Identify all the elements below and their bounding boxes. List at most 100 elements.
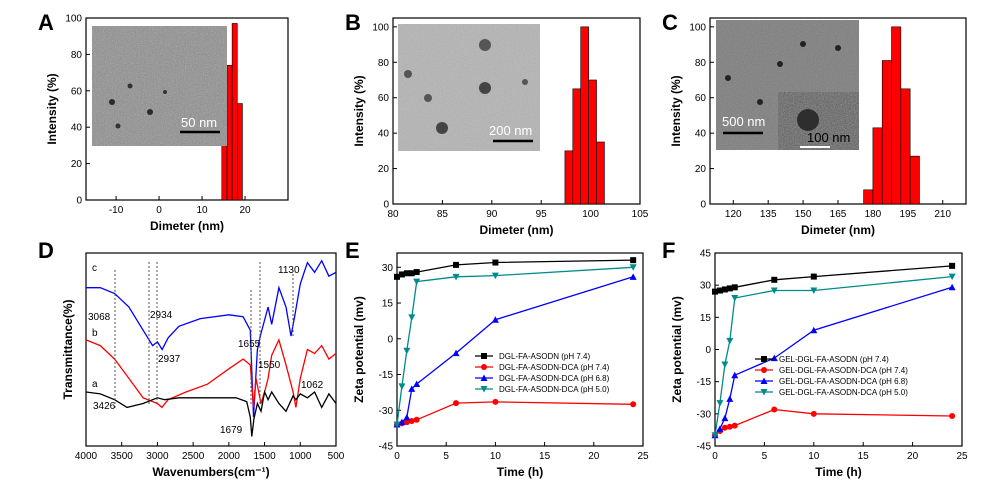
y-axis-label-b: Intensity (%) bbox=[352, 75, 366, 146]
data-point-e bbox=[629, 264, 637, 271]
x-tick-label-a: 10 bbox=[196, 205, 208, 216]
data-point-f bbox=[731, 295, 739, 302]
data-point-e bbox=[403, 347, 411, 355]
data-point-e bbox=[481, 364, 487, 370]
x-tick-label-b: 95 bbox=[536, 209, 548, 220]
y-tick-label-e: 0 bbox=[387, 334, 393, 345]
data-point-f bbox=[810, 326, 818, 334]
plot-frame-e bbox=[396, 252, 644, 447]
panel-e: E 0 5 10 15 20 25 -45 -30 -15 0 15 30 Time (h) Zeta p… bbox=[345, 238, 649, 479]
x-axis-label-d: Wavenumbers(cm⁻¹) bbox=[152, 465, 269, 479]
legend-label-e: DGL-FA-ASODN-DCA (pH 6.8) bbox=[499, 374, 610, 383]
x-tick-label-f: 15 bbox=[858, 451, 870, 462]
y-tick-label-a: 60 bbox=[71, 86, 83, 97]
data-point-e bbox=[408, 417, 415, 424]
histogram-bar-b bbox=[572, 88, 582, 205]
y-tick-label-a: 20 bbox=[71, 159, 83, 170]
panel-label-f: F bbox=[662, 238, 675, 263]
data-point-e bbox=[398, 383, 406, 390]
x-tick-label-f: 5 bbox=[762, 451, 768, 462]
plot-frame-f bbox=[714, 252, 963, 447]
y-tick-label-f: 0 bbox=[705, 345, 711, 356]
y-tick-label-f: -45 bbox=[697, 442, 712, 453]
data-point-f bbox=[771, 406, 778, 413]
data-point-e bbox=[408, 385, 416, 392]
data-point-e bbox=[452, 273, 460, 281]
histogram-bar-b bbox=[564, 150, 574, 205]
series-line-e bbox=[396, 401, 634, 426]
data-point-e bbox=[480, 374, 488, 381]
y-tick-label-c: 40 bbox=[695, 129, 707, 140]
histogram-bar-c bbox=[863, 189, 874, 205]
data-point-f bbox=[948, 273, 956, 281]
y-axis-label-c: Intensity (%) bbox=[669, 75, 683, 146]
data-point-e bbox=[394, 273, 400, 280]
data-point-e bbox=[408, 314, 416, 321]
data-point-f bbox=[731, 371, 739, 379]
x-tick-label-d: 1000 bbox=[289, 451, 312, 462]
plot-area-a: -10 0 10 20 0 20 40 60 80 100 Dimeter (nm) Intensit… bbox=[45, 14, 289, 233]
panel-f: F 0 5 10 15 20 25 -45 -30 -15 0 15 30 45 Time (h) Zeta… bbox=[662, 238, 968, 479]
data-point-f bbox=[810, 273, 817, 280]
data-point-f bbox=[949, 262, 956, 269]
tem-inset-c: 500 nm 100 nm bbox=[716, 20, 859, 150]
data-point-f bbox=[810, 287, 818, 295]
data-point-f bbox=[771, 276, 778, 283]
data-point-f bbox=[711, 432, 719, 439]
y-tick-label-f: 15 bbox=[700, 313, 712, 324]
y-tick-label-a: 0 bbox=[76, 196, 82, 207]
data-point-f bbox=[948, 283, 956, 291]
x-axis-label-b: Dimeter (nm) bbox=[479, 223, 553, 237]
histogram-bar-c bbox=[900, 88, 911, 205]
data-point-f bbox=[770, 354, 778, 362]
x-tick-label-b: 100 bbox=[582, 209, 599, 220]
spectrum-trace-a bbox=[85, 389, 337, 437]
trace-label-c: c bbox=[92, 263, 97, 274]
histogram-bar-a bbox=[231, 23, 238, 201]
y-tick-label-b: 60 bbox=[378, 93, 390, 104]
data-point-f bbox=[770, 287, 778, 295]
x-tick-label-e: 25 bbox=[637, 451, 649, 462]
data-point-f bbox=[810, 410, 817, 417]
x-tick-label-d: 2500 bbox=[182, 451, 205, 462]
panel-label-d: D bbox=[38, 238, 54, 263]
histogram-bar-c bbox=[891, 26, 902, 205]
y-axis-label-e: Zeta potential (mv) bbox=[352, 296, 366, 403]
peak-label-1655: 1655 bbox=[238, 339, 261, 350]
y-tick-label-e: -15 bbox=[379, 370, 394, 381]
data-point-e bbox=[452, 349, 460, 357]
scale-bar-label-c1: 500 nm bbox=[722, 114, 765, 129]
y-tick-label-a: 80 bbox=[71, 50, 83, 61]
x-axis-label-f: Time (h) bbox=[815, 465, 861, 479]
x-tick-label-c: 150 bbox=[795, 209, 812, 220]
peak-label-1130: 1130 bbox=[278, 265, 300, 276]
data-point-e bbox=[403, 419, 410, 426]
data-point-e bbox=[630, 401, 637, 408]
legend-label-e: DGL-FA-ASODN-DCA (pH 7.4) bbox=[499, 363, 610, 372]
data-point-e bbox=[403, 413, 411, 421]
data-point-f bbox=[721, 361, 729, 369]
x-axis-label-c: Dimeter (nm) bbox=[801, 223, 875, 237]
histogram-bar-c bbox=[881, 60, 892, 205]
data-point-f bbox=[726, 395, 734, 402]
x-tick-label-b: 85 bbox=[437, 209, 449, 220]
x-axis-label-a: Dimeter (nm) bbox=[150, 219, 224, 233]
scale-bar-label-c2: 100 nm bbox=[807, 130, 850, 145]
data-point-e bbox=[403, 270, 410, 277]
panel-c: C 120 135 150 165 180 195 210 0 20 40 60 80 100 Dimet… bbox=[662, 10, 967, 237]
histogram-bar-c bbox=[872, 127, 883, 205]
x-tick-label-d: 500 bbox=[328, 451, 345, 462]
spectrum-trace-b bbox=[85, 338, 337, 409]
data-point-f bbox=[761, 367, 767, 373]
x-tick-label-d: 1500 bbox=[253, 451, 276, 462]
peak-label-1550: 1550 bbox=[258, 360, 281, 371]
data-point-e bbox=[413, 380, 421, 388]
x-tick-label-c: 210 bbox=[934, 209, 951, 220]
x-tick-label-e: 15 bbox=[539, 451, 551, 462]
x-tick-label-d: 4000 bbox=[75, 451, 98, 462]
y-axis-label-d: Transmittance(%) bbox=[61, 299, 75, 399]
x-tick-label-d: 3500 bbox=[111, 451, 134, 462]
histogram-bar-c bbox=[909, 155, 920, 205]
series-line-f bbox=[714, 408, 953, 436]
